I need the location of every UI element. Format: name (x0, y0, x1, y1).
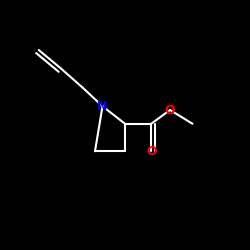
Text: N: N (97, 100, 108, 113)
Text: O: O (146, 145, 156, 158)
Text: O: O (165, 104, 175, 117)
